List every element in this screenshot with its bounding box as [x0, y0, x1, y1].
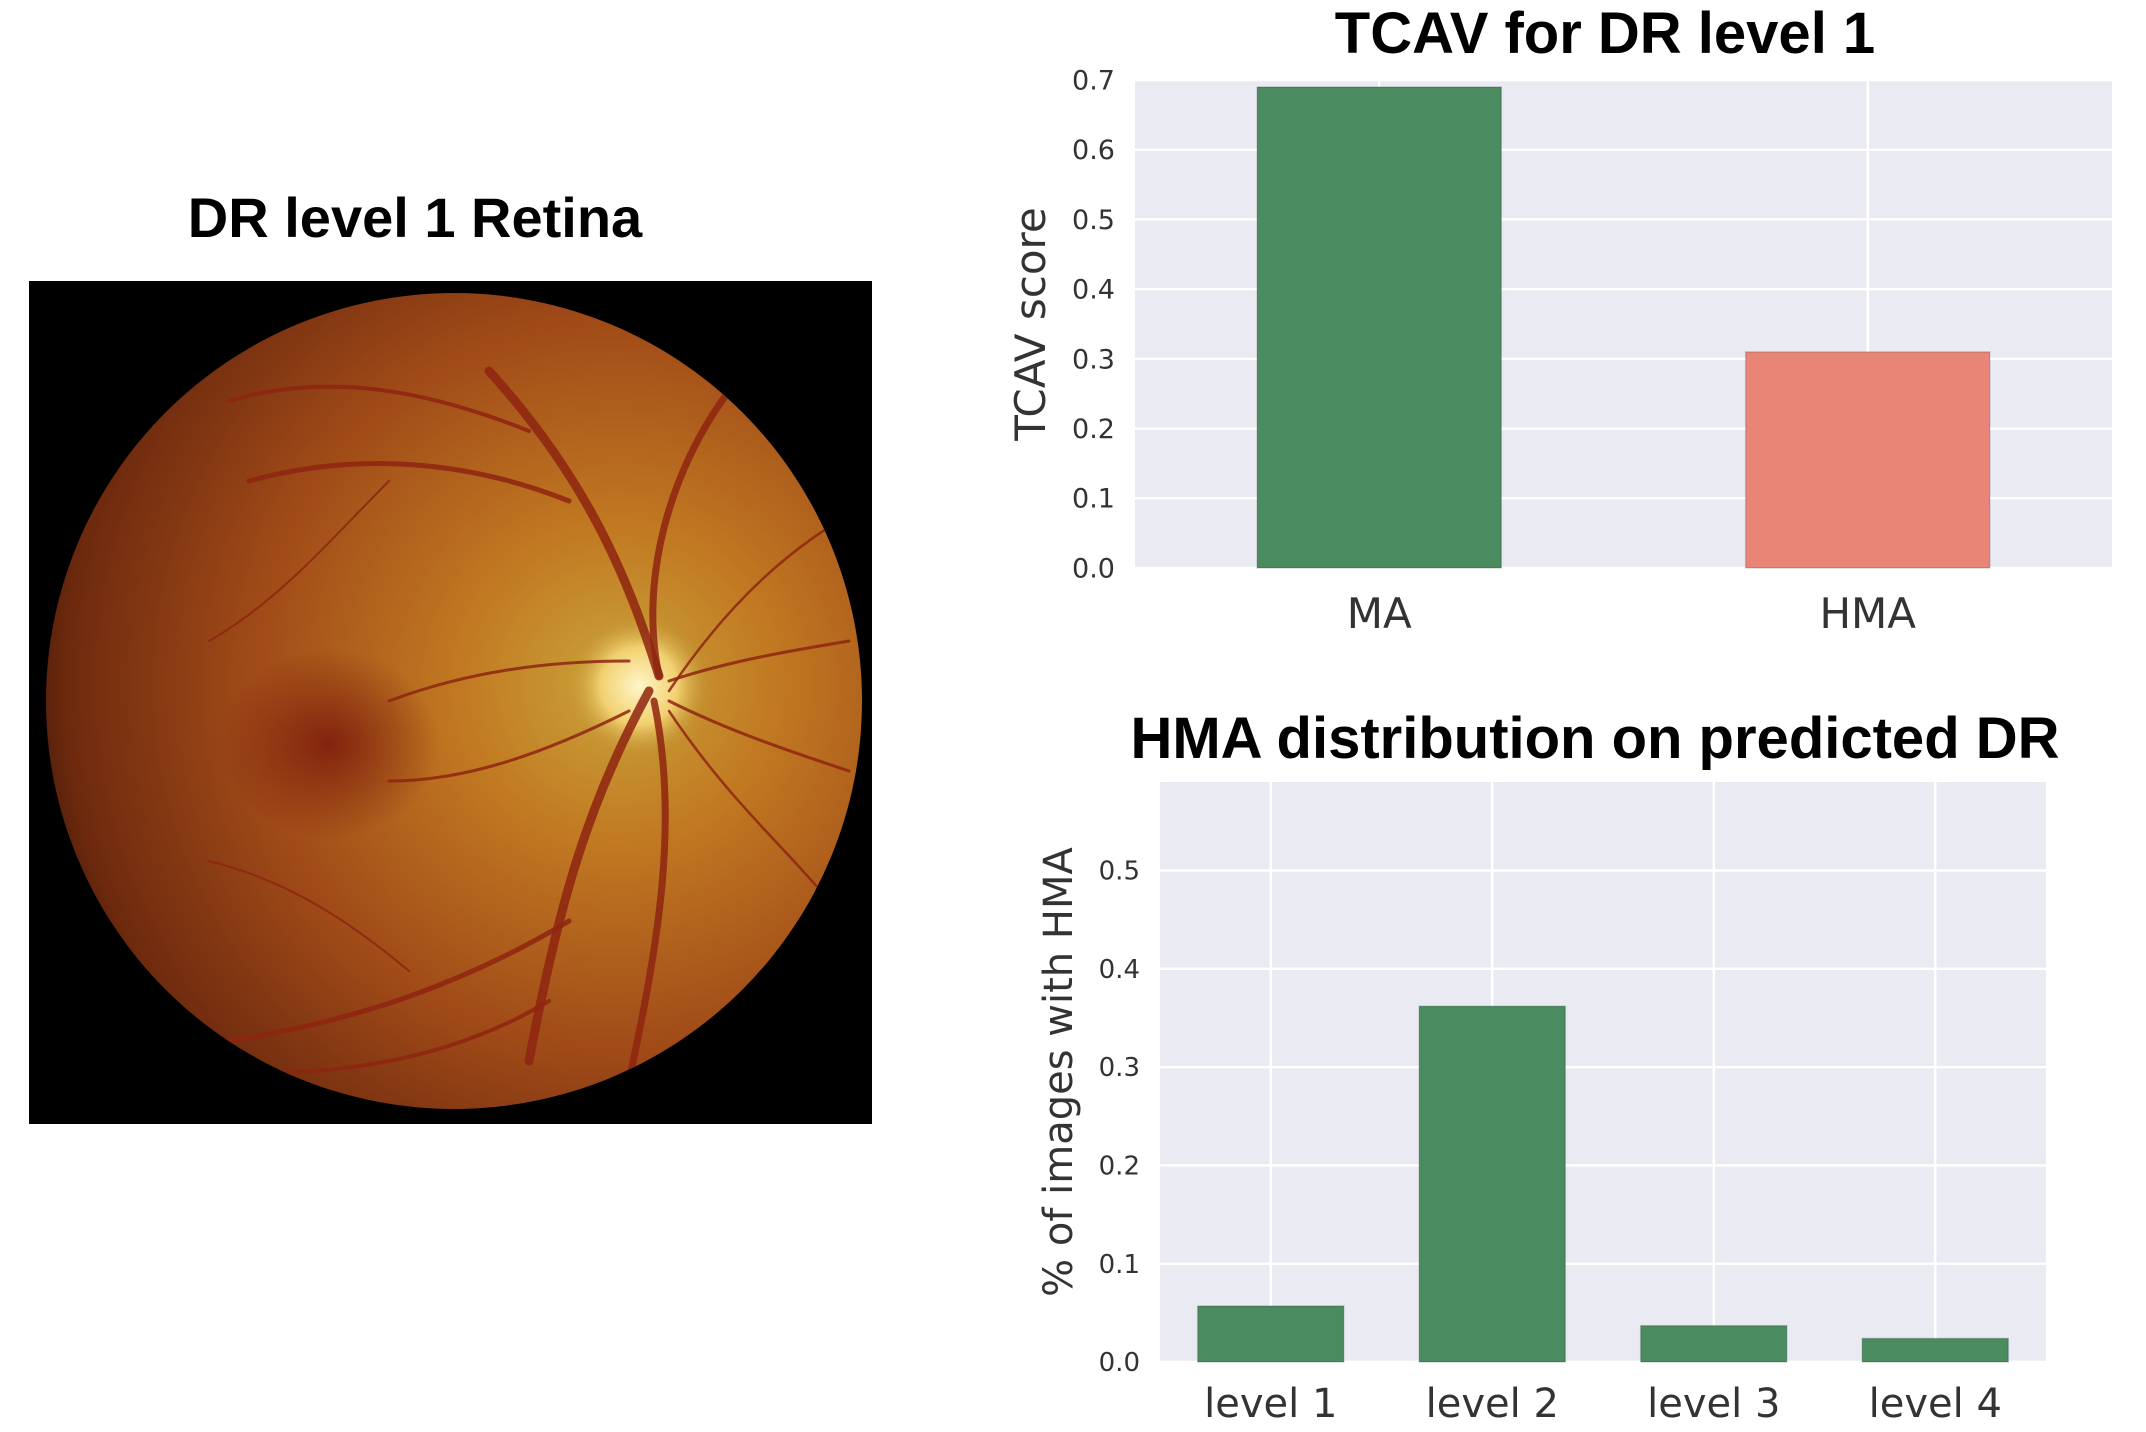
x-tick-label: MA [1347, 589, 1412, 638]
x-tick-label: HMA [1819, 589, 1916, 638]
y-tick-label: 0.7 [1072, 65, 1115, 96]
retina-image [29, 281, 872, 1124]
y-tick-label: 0.4 [1072, 275, 1115, 306]
y-tick-label: 0.3 [1072, 344, 1115, 375]
y-tick-label: 0.5 [1072, 205, 1115, 236]
retina-title: DR level 1 Retina [187, 186, 643, 249]
y-tick-label: 0.0 [1072, 553, 1115, 584]
y-tick-label: 0.6 [1072, 135, 1115, 166]
bar-ma [1256, 86, 1503, 569]
retina-fundus-illustration [29, 281, 872, 1124]
chart1-title: TCAV for DR level 1 [1334, 1, 1876, 66]
chart2-title: HMA distribution on predicted DR [1130, 706, 2060, 771]
bar-hma [1744, 351, 1991, 569]
y-tick-label: 0.2 [1072, 414, 1115, 445]
y-tick-label: 0.1 [1072, 484, 1115, 515]
y-axis-label: TCAV score [1006, 207, 1055, 442]
